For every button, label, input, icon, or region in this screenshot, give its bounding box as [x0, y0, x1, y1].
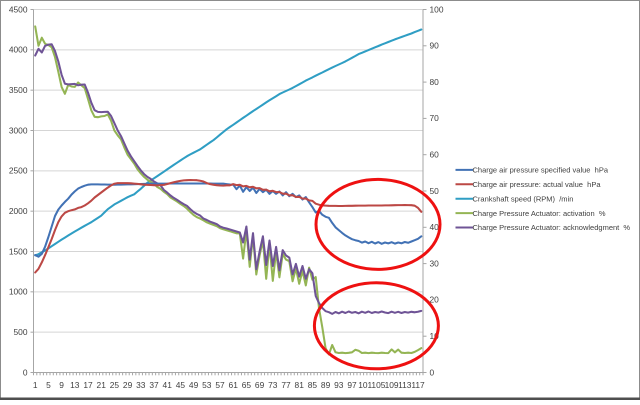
svg-text:53: 53 [202, 380, 212, 390]
svg-text:80: 80 [430, 77, 440, 87]
svg-text:21: 21 [97, 380, 107, 390]
svg-text:69: 69 [255, 380, 265, 390]
svg-text:20: 20 [430, 295, 440, 305]
svg-text:4000: 4000 [9, 45, 28, 55]
svg-text:97: 97 [347, 380, 357, 390]
svg-text:93: 93 [334, 380, 344, 390]
svg-text:77: 77 [281, 380, 291, 390]
svg-text:33: 33 [136, 380, 146, 390]
svg-text:113: 113 [398, 380, 412, 390]
svg-text:2500: 2500 [9, 166, 28, 176]
svg-text:1000: 1000 [9, 287, 28, 297]
svg-text:0: 0 [430, 367, 435, 377]
svg-text:37: 37 [149, 380, 159, 390]
svg-text:4500: 4500 [9, 4, 28, 14]
svg-text:25: 25 [110, 380, 120, 390]
svg-text:73: 73 [268, 380, 278, 390]
svg-text:85: 85 [308, 380, 318, 390]
svg-text:60: 60 [430, 150, 440, 160]
svg-text:40: 40 [430, 222, 440, 232]
svg-text:29: 29 [123, 380, 133, 390]
svg-text:5: 5 [46, 380, 51, 390]
svg-text:10: 10 [430, 331, 440, 341]
svg-text:100: 100 [430, 4, 444, 14]
svg-text:45: 45 [176, 380, 186, 390]
svg-text:0: 0 [23, 367, 28, 377]
svg-text:70: 70 [430, 113, 440, 123]
svg-text:117: 117 [411, 380, 425, 390]
svg-text:2000: 2000 [9, 206, 28, 216]
svg-text:3500: 3500 [9, 85, 28, 95]
svg-text:Charge air pressure specified: Charge air pressure specified value hPa [473, 166, 609, 175]
svg-text:89: 89 [321, 380, 331, 390]
svg-text:41: 41 [163, 380, 173, 390]
svg-text:1: 1 [33, 380, 38, 390]
svg-text:1500: 1500 [9, 246, 28, 256]
svg-text:90: 90 [430, 41, 440, 51]
svg-text:101: 101 [358, 380, 372, 390]
svg-text:109: 109 [385, 380, 399, 390]
svg-text:Charge Pressure Actuator: ackn: Charge Pressure Actuator: acknowledgment… [473, 223, 631, 232]
svg-text:49: 49 [189, 380, 199, 390]
svg-text:57: 57 [215, 380, 225, 390]
svg-text:30: 30 [430, 258, 440, 268]
svg-text:105: 105 [371, 380, 385, 390]
svg-text:3000: 3000 [9, 125, 28, 135]
svg-text:Charge air pressure: actual va: Charge air pressure: actual value hPa [473, 180, 602, 189]
svg-text:13: 13 [70, 380, 80, 390]
svg-text:65: 65 [242, 380, 252, 390]
svg-text:81: 81 [295, 380, 305, 390]
svg-text:500: 500 [14, 327, 28, 337]
svg-text:17: 17 [83, 380, 93, 390]
svg-text:9: 9 [59, 380, 64, 390]
svg-text:Charge Pressure Actuator: acti: Charge Pressure Actuator: activation % [473, 209, 606, 218]
svg-text:50: 50 [430, 186, 440, 196]
svg-text:Crankshaft speed (RPM) /min: Crankshaft speed (RPM) /min [473, 194, 574, 203]
svg-text:61: 61 [229, 380, 239, 390]
